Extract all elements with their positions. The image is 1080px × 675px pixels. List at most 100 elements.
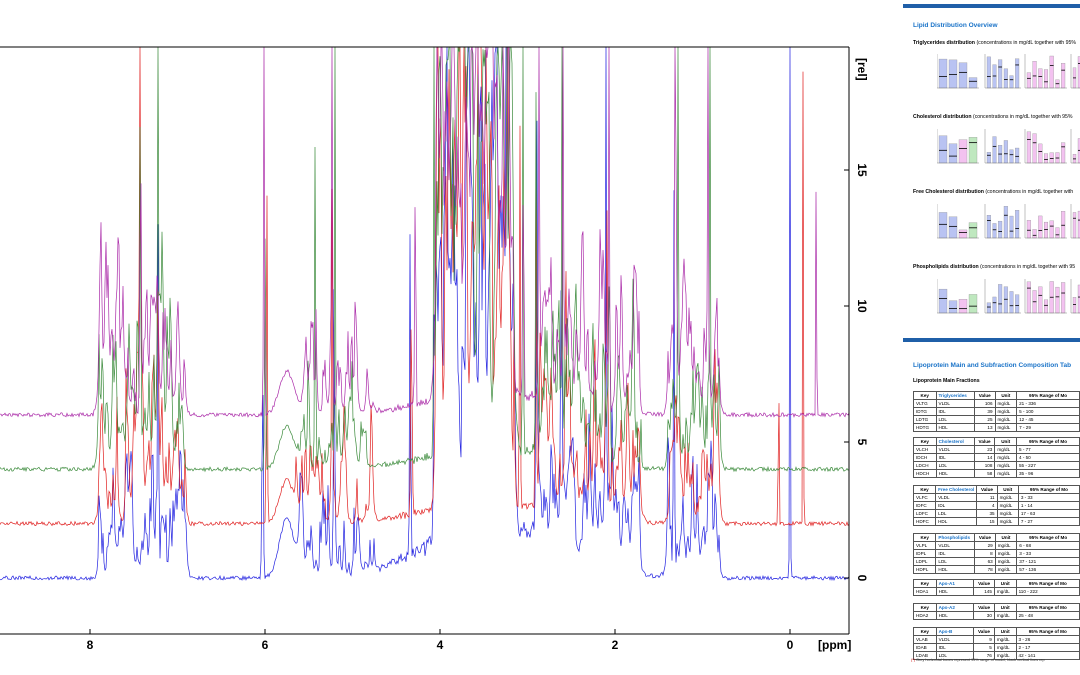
cell-value: 106	[973, 399, 996, 408]
mini-range-box	[1032, 133, 1037, 164]
table-row: IDTG IDL 39 mg/dL 5 - 100	[913, 407, 1080, 416]
mini-range-box	[1043, 153, 1049, 164]
cell-key: HDA1	[913, 587, 937, 596]
x-tick-label: 4	[437, 638, 444, 652]
pl-distribution-charts	[937, 279, 1080, 314]
y-tick-label: 15	[855, 163, 869, 177]
mini-range-box	[958, 229, 968, 239]
nmr-spectrum-plot[interactable]: 8 6 4 2 0 0 5 10 15 [ppm] [rel]	[0, 0, 880, 675]
mini-range-box	[1015, 58, 1020, 89]
mini-range-box	[948, 143, 958, 164]
cell-key: VLTG	[913, 399, 937, 408]
cell-unit: mg/dL	[994, 423, 1018, 432]
table-free-cholesterol: Key Free Cholesterol Value Unit 95% Range of…	[912, 485, 1080, 526]
mini-range-box	[992, 136, 997, 164]
tg-distribution-title: Triglycerides distribution (concentratio…	[913, 40, 1077, 46]
mini-range-box	[938, 212, 948, 239]
mini-range-box	[1003, 68, 1008, 89]
y-tick-label: 10	[855, 299, 869, 313]
mini-range-box	[1003, 286, 1008, 314]
table-header-range: 95% Range of Mo	[1017, 485, 1080, 494]
table-row: HDA1 HDL 145 mg/dL 110 - 222	[913, 587, 1080, 596]
cell-unit: mg/dL	[994, 541, 1018, 550]
mini-range-box	[1003, 206, 1008, 239]
cell-name: IDL	[935, 501, 978, 510]
cell-name: VLDL	[935, 493, 978, 502]
table-header-group: Phospholipids	[935, 533, 976, 542]
cell-range: 25 - 48	[1015, 611, 1080, 620]
cell-name: VLDL	[935, 445, 975, 454]
cell-value: 63	[974, 557, 996, 566]
table-header-key: Key	[912, 485, 937, 494]
cell-range: 3 - 33	[1017, 493, 1080, 502]
cell-unit: mg/dL	[994, 407, 1018, 416]
table-header-group: Apo-A2	[935, 603, 975, 612]
cell-unit: mg/dL	[996, 501, 1019, 510]
x-axis: 8 6 4 2 0	[87, 629, 794, 652]
cell-range: 6 - 68	[1016, 541, 1080, 550]
table-row: LDTG LDL 25 mg/dL 12 - 45	[913, 415, 1080, 424]
table-row: LDPL LDL 63 mg/dL 37 - 121	[912, 557, 1080, 566]
cell-unit: mg/dL	[994, 399, 1018, 408]
table-header-group: Apo-A1	[935, 579, 975, 588]
cell-range: 3 - 33	[1016, 549, 1080, 558]
cell-value: 39	[973, 407, 996, 416]
spectrum-canvas[interactable]: 8 6 4 2 0 0 5 10 15 [ppm] [rel]	[0, 0, 880, 675]
cell-value: 13	[973, 423, 996, 432]
mini-range-box	[1015, 210, 1020, 239]
mini-range-box	[1038, 286, 1043, 314]
table-header-unit: Unit	[993, 627, 1017, 636]
mini-range-box	[998, 59, 1003, 89]
mini-range-box	[958, 299, 968, 314]
cell-range: 3 - 26	[1015, 635, 1080, 644]
cell-value: 8	[974, 549, 996, 558]
cell-range: 7 - 29	[1016, 423, 1080, 432]
footnote: (*) Grey horizontal boxes represent 95% …	[911, 658, 1045, 662]
cell-unit: mg/dL	[994, 549, 1018, 558]
cell-key: LDCH	[913, 461, 937, 470]
table-row: VLAB VLDL 9 mg/dL 3 - 26	[913, 635, 1080, 644]
table-row: LDAB LDL 76 mg/dL 42 - 141	[913, 651, 1080, 660]
distribution-section-title: Lipid Distribution Overview	[913, 22, 998, 29]
table-header-unit: Unit	[994, 391, 1018, 400]
pl-distribution-title: Phospholipids distribution (concentratio…	[913, 264, 1076, 270]
mini-range-box	[1072, 297, 1077, 314]
cell-value: 108	[973, 461, 996, 470]
cell-range: 5 - 77	[1015, 445, 1080, 454]
cell-value: 58	[973, 469, 996, 478]
fc-distribution-title: Free Cholesterol distribution (concentra…	[913, 189, 1074, 195]
table-header-unit: Unit	[993, 603, 1017, 612]
mini-range-box	[1026, 220, 1031, 239]
cell-name: HDL	[935, 611, 975, 620]
cell-name: LDL	[935, 509, 978, 518]
cell-unit: mg/dL	[994, 469, 1017, 478]
mini-range-box	[1055, 227, 1060, 239]
cell-name: HDL	[935, 565, 976, 574]
table-header-range: 95% Range of Mo	[1015, 603, 1080, 612]
cell-unit: mg/dL	[994, 453, 1017, 462]
cell-key: IDFC	[912, 501, 937, 510]
mini-range-box	[968, 294, 978, 314]
cell-unit: mg/dL	[994, 445, 1017, 454]
mini-range-box	[1009, 291, 1014, 314]
mini-range-box	[998, 284, 1003, 314]
cell-key: HDFC	[912, 517, 937, 526]
main-fractions-title: Lipoprotein Main Fractions	[913, 378, 980, 384]
cell-range: 55 - 227	[1015, 461, 1080, 470]
cell-unit: mg/dL	[993, 611, 1017, 620]
table-row: HDA2 HDL 30 mg/dL 25 - 48	[913, 611, 1080, 620]
lipid-report-panel[interactable]: Lipid Distribution Overview Triglyceride…	[903, 0, 1080, 675]
table-row: HDTG HDL 13 mg/dL 7 - 29	[913, 423, 1080, 432]
mini-range-box	[958, 139, 968, 164]
cell-value: 78	[974, 565, 996, 574]
cell-unit: mg/dL	[994, 461, 1017, 470]
cell-unit: mg/dL	[993, 587, 1017, 596]
table-header-key: Key	[913, 627, 937, 636]
cell-range: 57 - 136	[1016, 565, 1080, 574]
mini-range-box	[948, 300, 958, 314]
cell-name: LDL	[935, 415, 975, 424]
table-header-value: Value	[974, 533, 996, 542]
cell-value: 9	[973, 635, 995, 644]
cell-range: 12 - 45	[1016, 415, 1080, 424]
table-header-unit: Unit	[994, 533, 1018, 542]
